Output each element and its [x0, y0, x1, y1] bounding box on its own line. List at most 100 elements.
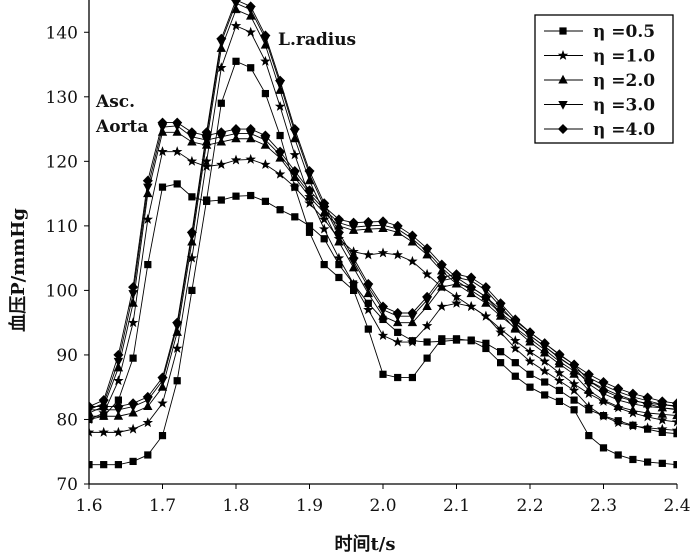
data-point-radius-2: [407, 317, 418, 327]
data-point-aorta-1: [539, 355, 550, 366]
data-point-radius-1: [274, 101, 286, 111]
y-tick-label: 110: [46, 217, 78, 237]
legend-label: η =1.0: [593, 47, 655, 67]
data-point-aorta-1: [304, 197, 315, 208]
data-point-radius-0: [276, 131, 284, 140]
data-point-radius-0: [379, 370, 387, 378]
data-point-radius-4: [613, 391, 624, 402]
data-point-radius-0: [188, 286, 196, 295]
data-point-aorta-4: [613, 383, 624, 394]
legend-marker: [558, 101, 568, 110]
data-point-radius-1: [333, 252, 345, 263]
data-point-aorta-1: [186, 155, 198, 166]
data-point-aorta-0: [496, 348, 505, 356]
data-point-radius-2: [539, 347, 550, 357]
series-line-aorta-4: [89, 122, 677, 407]
annotation-asc: Asc.: [95, 92, 135, 112]
data-point-radius-2: [113, 411, 124, 420]
data-point-aorta-1: [216, 159, 227, 169]
data-point-radius-4: [407, 307, 418, 319]
data-point-radius-1: [465, 301, 477, 311]
data-point-aorta-4: [275, 146, 286, 157]
data-point-aorta-0: [129, 354, 137, 362]
data-point-radius-0: [114, 461, 122, 469]
data-point-aorta-4: [230, 124, 242, 135]
data-point-aorta-4: [466, 282, 477, 293]
data-point-radius-0: [173, 377, 181, 385]
data-point-aorta-1: [318, 213, 330, 224]
x-tick-label: 1.8: [222, 496, 249, 516]
data-point-radius-0: [305, 228, 314, 236]
data-point-radius-4: [539, 338, 550, 349]
data-point-aorta-4: [377, 216, 389, 227]
data-point-radius-1: [510, 343, 521, 353]
data-point-radius-4: [627, 395, 638, 406]
data-point-radius-4: [289, 124, 300, 135]
data-point-radius-2: [422, 301, 432, 311]
data-point-aorta-0: [232, 192, 240, 200]
data-point-radius-0: [673, 461, 677, 469]
data-point-radius-4: [89, 401, 95, 412]
data-point-radius-4: [510, 314, 521, 325]
data-point-radius-4: [186, 227, 197, 238]
data-point-radius-0: [643, 458, 652, 466]
data-point-radius-2: [437, 281, 447, 291]
data-point-radius-2: [348, 262, 359, 272]
data-point-radius-1: [289, 149, 300, 160]
data-point-radius-1: [554, 375, 565, 386]
data-point-aorta-2: [172, 127, 182, 136]
data-point-radius-4: [466, 272, 477, 283]
data-point-radius-0: [89, 461, 93, 469]
data-point-radius-4: [333, 227, 344, 238]
data-point-radius-2: [598, 394, 609, 404]
data-point-radius-2: [128, 407, 138, 417]
data-point-radius-1: [245, 26, 256, 37]
legend-label: η =0.5: [593, 22, 655, 42]
data-point-radius-0: [629, 455, 637, 464]
data-point-radius-4: [422, 291, 433, 302]
data-point-aorta-0: [188, 193, 196, 201]
data-point-radius-0: [261, 89, 270, 98]
y-tick-label: 90: [56, 346, 78, 366]
data-point-radius-4: [304, 165, 315, 177]
data-point-radius-0: [158, 431, 167, 440]
y-tick-label: 120: [46, 152, 78, 172]
data-point-radius-1: [568, 384, 580, 395]
data-point-radius-0: [394, 373, 402, 382]
data-point-radius-0: [555, 397, 563, 405]
data-point-radius-1: [480, 310, 492, 321]
data-point-radius-2: [143, 401, 153, 411]
x-tick-label: 1.6: [75, 496, 102, 516]
data-point-aorta-4: [172, 117, 183, 128]
data-point-aorta-4: [128, 282, 139, 293]
data-point-radius-1: [172, 343, 183, 353]
data-point-radius-1: [407, 336, 418, 347]
data-point-aorta-4: [245, 124, 256, 135]
data-point-aorta-1: [671, 416, 677, 427]
x-axis-title: 时间t/s: [334, 534, 395, 555]
data-point-radius-4: [554, 349, 565, 360]
data-point-radius-2: [642, 407, 653, 417]
x-tick-label: 2.4: [663, 496, 690, 516]
series-layer: [89, 0, 677, 469]
y-tick-label: 80: [56, 410, 78, 430]
data-point-radius-4: [392, 307, 403, 319]
data-point-radius-4: [230, 0, 242, 6]
data-point-aorta-4: [216, 127, 227, 138]
x-tick-label: 2.0: [369, 496, 396, 516]
data-point-radius-2: [378, 310, 388, 320]
data-point-aorta-1: [230, 154, 242, 165]
data-point-radius-0: [452, 335, 461, 343]
data-point-radius-4: [172, 317, 183, 328]
data-point-radius-0: [541, 391, 549, 399]
data-point-radius-4: [128, 398, 139, 409]
data-point-radius-4: [201, 127, 212, 138]
legend-box: [534, 14, 674, 144]
data-point-aorta-4: [142, 175, 153, 186]
data-point-aorta-0: [541, 378, 549, 386]
data-point-radius-2: [304, 175, 315, 185]
data-point-radius-1: [113, 426, 124, 437]
data-point-radius-0: [658, 459, 666, 467]
legend: η =0.5 η =1.0 η =2.0 η =3.0 η =4.0: [534, 14, 674, 144]
legend-label: η =3.0: [593, 96, 655, 116]
